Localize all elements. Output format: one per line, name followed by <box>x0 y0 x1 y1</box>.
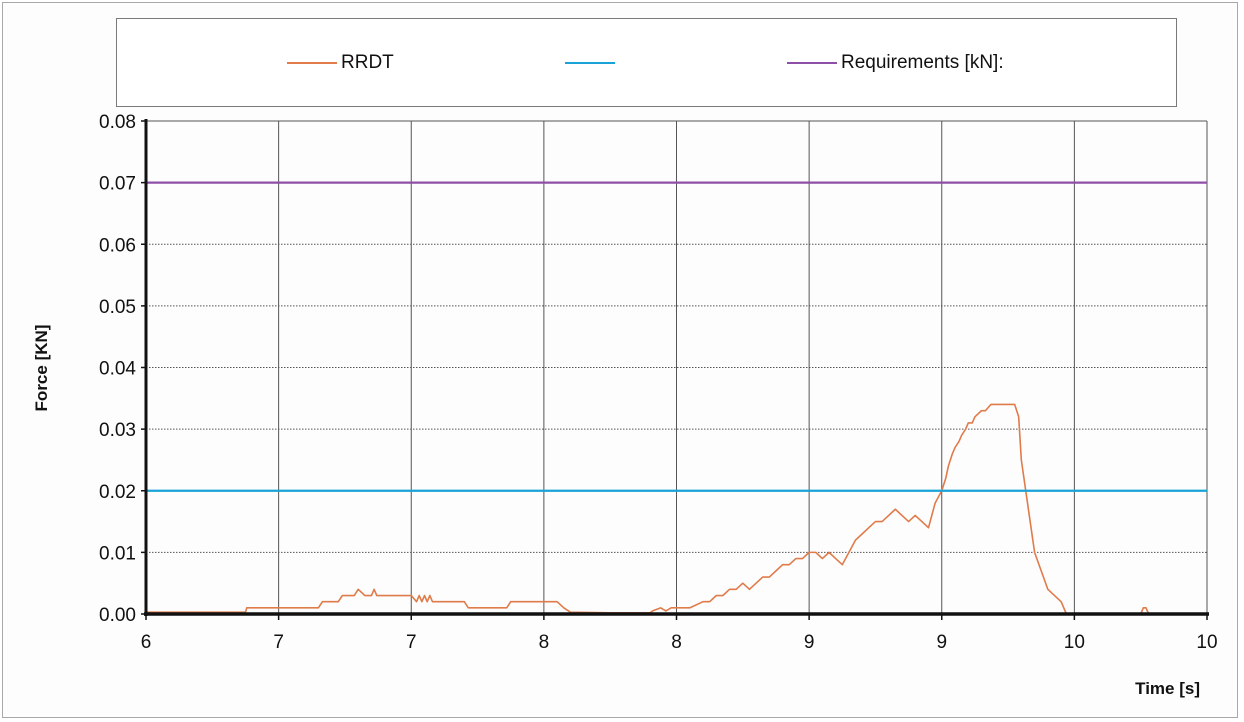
x-tick-label: 7 <box>406 632 417 653</box>
axes <box>141 119 1209 620</box>
y-tick-label: 0.08 <box>99 112 136 133</box>
series <box>146 181 1207 615</box>
y-tick-label: 0.00 <box>99 605 136 626</box>
legend-item-rrdt: RRDT <box>287 52 394 73</box>
legend-swatch-requirements <box>787 62 837 64</box>
x-tick-label: 6 <box>141 632 152 653</box>
x-tick-label: 10 <box>1064 632 1085 653</box>
legend-item-requirements: Requirements [kN]: <box>787 52 1004 73</box>
y-tick-label: 0.07 <box>99 174 136 195</box>
x-axis-title: Time [s] <box>1135 679 1200 698</box>
x-tick-label: 9 <box>804 632 815 653</box>
y-tick-label: 0.06 <box>99 235 136 256</box>
x-tick-label: 8 <box>671 632 682 653</box>
x-tick-label: 8 <box>539 632 550 653</box>
legend-swatch-rrdt <box>287 62 337 64</box>
y-axis-title: Force [KN] <box>32 325 51 412</box>
legend-swatch-cyan <box>565 62 615 64</box>
legend-label-rrdt: RRDT <box>341 52 394 73</box>
grid <box>146 120 1208 614</box>
series-line-rrdt <box>146 403 1207 615</box>
y-tick-label: 0.01 <box>99 543 136 564</box>
x-tick-label: 10 <box>1196 632 1217 653</box>
y-tick-label: 0.05 <box>99 297 136 318</box>
legend: RRDT Requirements [kN]: <box>116 18 1177 107</box>
y-tick-label: 0.03 <box>99 420 136 441</box>
legend-label-requirements: Requirements [kN]: <box>841 52 1004 73</box>
legend-item-cyan <box>565 53 619 73</box>
y-tick-label: 0.04 <box>99 359 136 380</box>
x-tick-label: 9 <box>936 632 947 653</box>
y-tick-label: 0.02 <box>99 482 136 503</box>
tick-labels: 0.00 0.01 0.02 0.03 0.04 0.05 0.06 0.07 0.08 6 7 7 8… <box>99 112 1218 653</box>
x-tick-label: 7 <box>273 632 284 653</box>
